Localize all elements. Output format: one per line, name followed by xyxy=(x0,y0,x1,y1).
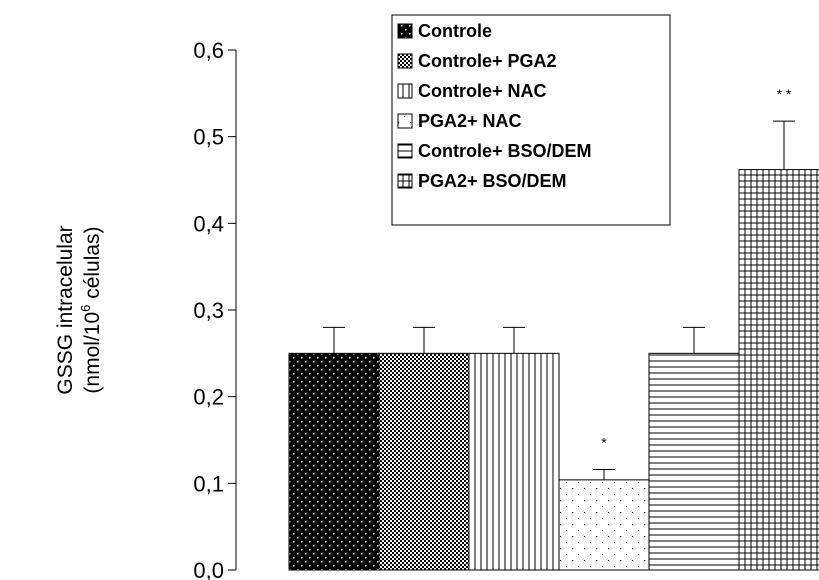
legend-label: Controle xyxy=(418,21,492,41)
significance-marker: * xyxy=(601,434,607,450)
significance-annotations: * * * xyxy=(601,86,792,450)
legend-swatch xyxy=(397,83,413,99)
y-tick-label: 0,0 xyxy=(193,558,224,580)
y-tick-label: 0,5 xyxy=(193,125,224,150)
y-axis-title-line-2: (nmol/106 células) xyxy=(78,226,104,393)
y-axis-title: GSSG intracelular (nmol/106 células) xyxy=(54,225,104,394)
bar xyxy=(378,352,470,571)
legend-swatch xyxy=(397,113,413,129)
legend-swatch xyxy=(397,143,413,159)
legend-swatch xyxy=(397,23,413,39)
legend-swatch xyxy=(397,173,413,189)
bars-layer xyxy=(288,169,819,571)
y-axis-title-suffix: células) xyxy=(81,226,104,304)
bar xyxy=(648,352,740,571)
bar xyxy=(558,479,650,571)
y-axis-title-line-1: GSSG intracelular xyxy=(54,225,77,394)
y-tick-label: 0,2 xyxy=(193,385,224,410)
legend-label: Controle+ NAC xyxy=(418,81,547,101)
y-tick-label: 0,6 xyxy=(193,38,224,63)
legend-box xyxy=(391,14,671,226)
y-axis-title-prefix: (nmol/10 xyxy=(81,312,104,394)
significance-marker: * * xyxy=(777,86,792,102)
legend-label: Controle+ BSO/DEM xyxy=(418,141,592,161)
y-axis-title-superscript: 6 xyxy=(78,305,93,312)
legend-label: PGA2+ BSO/DEM xyxy=(418,171,567,191)
y-axis-ticks: 0,0 0,1 0,2 0,3 0,4 0,5 0,6 xyxy=(193,38,236,580)
error-bars-layer xyxy=(323,120,795,480)
y-tick-label: 0,3 xyxy=(193,298,224,323)
bar xyxy=(288,352,380,571)
legend: Controle Controle+ PGA2 Controle+ NAC PGA2+… xyxy=(391,14,671,226)
legend-label: Controle+ PGA2 xyxy=(418,51,557,71)
y-tick-label: 0,1 xyxy=(193,471,224,496)
legend-items: Controle Controle+ PGA2 Controle+ NAC PGA2+… xyxy=(397,21,592,191)
bar xyxy=(468,352,560,571)
legend-label: PGA2+ NAC xyxy=(418,111,522,131)
bar xyxy=(738,169,819,571)
y-tick-label: 0,4 xyxy=(193,211,224,236)
legend-swatch xyxy=(397,53,413,69)
